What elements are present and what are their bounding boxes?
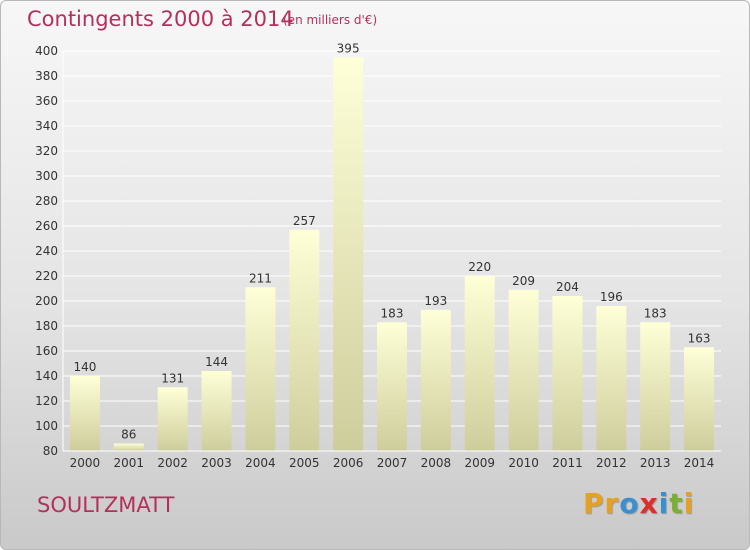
bar-2000 (69, 376, 100, 451)
y-tick-label: 180 (35, 319, 58, 333)
y-tick-label: 380 (35, 69, 58, 83)
data-label: 196 (600, 290, 623, 304)
x-tick-label: 2011 (552, 456, 583, 470)
x-tick-label: 2001 (114, 456, 145, 470)
logo-letter: r (604, 487, 620, 520)
y-tick-label: 260 (35, 219, 58, 233)
y-tick-label: 340 (35, 119, 58, 133)
y-tick-label: 300 (35, 169, 58, 183)
x-tick-label: 2000 (70, 456, 101, 470)
x-tick-label: 2013 (640, 456, 671, 470)
bar-2007 (377, 322, 407, 451)
bar-2005 (289, 229, 320, 451)
data-label: 193 (424, 294, 447, 308)
bar-2004 (245, 287, 276, 451)
x-tick-label: 2006 (333, 456, 364, 470)
y-tick-label: 140 (35, 369, 58, 383)
bar-2013 (640, 322, 671, 451)
y-tick-label: 240 (35, 244, 58, 258)
data-label: 86 (121, 428, 136, 442)
logo-letter: t (669, 487, 684, 520)
y-tick-label: 100 (35, 419, 58, 433)
x-tick-label: 2002 (157, 456, 188, 470)
x-tick-label: 2014 (684, 456, 715, 470)
data-label: 209 (512, 274, 535, 288)
chart-subtitle: (en milliers d'€) (283, 13, 378, 27)
logo-letter: x (639, 487, 659, 520)
data-label: 183 (644, 306, 667, 320)
x-tick-label: 2009 (464, 456, 495, 470)
data-label: 140 (73, 360, 96, 374)
y-tick-label: 360 (35, 94, 58, 108)
x-tick-label: 2012 (596, 456, 627, 470)
bar-2010 (508, 289, 539, 451)
data-label: 144 (205, 355, 228, 369)
data-label: 163 (688, 331, 711, 345)
bar-2014 (684, 347, 715, 451)
data-label: 211 (249, 271, 272, 285)
y-tick-label: 80 (43, 444, 58, 458)
logo-letter: o (619, 487, 640, 520)
place-name: SOULTZMATT (37, 493, 175, 517)
y-tick-label: 200 (35, 294, 58, 308)
x-axis: 2000 2001 2002 2003 2004 2005 2006 2007 2008 2009… (63, 450, 721, 470)
y-axis: 80 100 120 140 160 180 200 220 240 260 280 300 320 34… (35, 44, 64, 458)
logo-letter: i (683, 487, 695, 520)
y-tick-label: 400 (35, 44, 58, 58)
bar-2008 (420, 309, 451, 451)
x-tick-label: 2010 (508, 456, 539, 470)
y-tick-label: 120 (35, 394, 58, 408)
data-label: 131 (161, 371, 184, 385)
data-label: 204 (556, 280, 579, 294)
data-label: 220 (468, 260, 491, 274)
bar-2009 (464, 276, 495, 451)
y-tick-label: 220 (35, 269, 58, 283)
bar-2001 (113, 443, 144, 451)
bar-2006 (333, 57, 364, 451)
y-tick-label: 280 (35, 194, 58, 208)
x-tick-label: 2005 (289, 456, 320, 470)
logo-letter: i (658, 487, 670, 520)
bar-2002 (157, 387, 188, 451)
data-label: 257 (293, 214, 316, 228)
x-tick-label: 2008 (421, 456, 452, 470)
data-labels: 140 86 131 144 211 257 395 183 193 220 209 204 196 18… (73, 41, 710, 441)
bar-2003 (201, 371, 232, 451)
logo-letter: P (583, 487, 605, 520)
data-label: 395 (337, 41, 360, 55)
proxiti-logo[interactable]: Proxiti (583, 487, 694, 520)
y-tick-label: 320 (35, 144, 58, 158)
x-tick-label: 2004 (245, 456, 276, 470)
x-tick-label: 2007 (377, 456, 408, 470)
bar-2011 (552, 296, 583, 451)
y-tick-label: 160 (35, 344, 58, 358)
data-label: 183 (381, 306, 404, 320)
bar-2012 (596, 306, 627, 451)
bars (69, 57, 715, 451)
chart-title: Contingents 2000 à 2014 (27, 7, 294, 31)
x-tick-label: 2003 (201, 456, 232, 470)
